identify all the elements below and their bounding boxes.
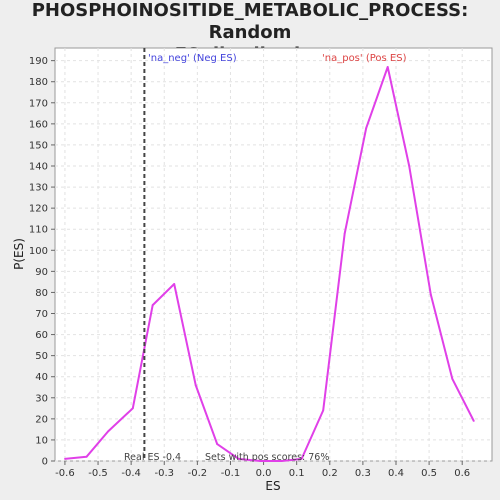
plot-area bbox=[54, 47, 493, 462]
x-tick-label: 0.4 bbox=[388, 468, 404, 479]
y-tick-label: 180 bbox=[29, 77, 48, 88]
data-point bbox=[64, 457, 66, 460]
grid-lines bbox=[55, 48, 492, 462]
y-tick-label: 190 bbox=[29, 56, 48, 67]
y-tick-label: 120 bbox=[29, 204, 48, 215]
y-tick-label: 50 bbox=[35, 351, 48, 362]
axes: 0 10 20 30 40 50 60 70 80 90 100 110 120 130 140 150 160… bbox=[29, 56, 470, 479]
data-point bbox=[386, 66, 389, 68]
data-point bbox=[451, 377, 454, 380]
x-tick-label: 0.6 bbox=[454, 468, 470, 479]
y-tick-label: 140 bbox=[29, 162, 48, 173]
y-tick-label: 90 bbox=[35, 267, 48, 278]
y-tick-label: 0 bbox=[42, 457, 48, 468]
y-tick-label: 70 bbox=[35, 309, 48, 320]
data-point bbox=[429, 293, 432, 296]
data-point bbox=[85, 455, 88, 458]
x-tick-label: -0.5 bbox=[88, 468, 108, 479]
es-distribution-series-line bbox=[64, 66, 475, 462]
data-point bbox=[173, 283, 176, 285]
y-axis-label: P(ES) bbox=[12, 238, 26, 270]
pos-es-label: 'na_pos' (Pos ES) bbox=[322, 53, 407, 64]
data-point bbox=[300, 457, 303, 460]
y-tick-label: 80 bbox=[35, 288, 48, 299]
data-point bbox=[194, 384, 197, 387]
data-point bbox=[237, 457, 240, 460]
neg-es-label: 'na_neg' (Neg ES) bbox=[148, 53, 237, 64]
pos-scores-label: Sets with pos scores: 76% bbox=[205, 452, 329, 463]
x-tick-label: -0.3 bbox=[154, 468, 174, 479]
y-tick-label: 60 bbox=[35, 330, 48, 341]
y-tick-label: 110 bbox=[29, 225, 48, 236]
y-tick-label: 100 bbox=[29, 246, 48, 257]
chart-title-line-1: PHOSPHOINOSITIDE_METABOLIC_PROCESS: Rand… bbox=[31, 0, 469, 43]
annotations: 'na_neg' (Neg ES) 'na_pos' (Pos ES) Real… bbox=[124, 53, 407, 463]
data-point bbox=[107, 430, 109, 433]
x-tick-label: 0.3 bbox=[355, 468, 371, 479]
data-point bbox=[259, 460, 262, 462]
y-tick-label: 150 bbox=[29, 140, 48, 151]
data-point bbox=[216, 443, 219, 446]
real-es-label: Real ES -0.4 bbox=[124, 452, 181, 463]
data-point bbox=[408, 165, 411, 167]
data-point bbox=[151, 304, 154, 306]
data-point bbox=[472, 420, 475, 422]
data-point bbox=[343, 232, 346, 235]
x-tick-label: -0.2 bbox=[188, 468, 208, 479]
data-point bbox=[365, 127, 368, 129]
series-layer bbox=[64, 66, 475, 462]
x-tick-label: 0.5 bbox=[421, 468, 437, 479]
data-point bbox=[131, 407, 134, 410]
y-tick-label: 40 bbox=[35, 372, 48, 383]
y-tick-label: 20 bbox=[35, 414, 48, 425]
y-tick-label: 160 bbox=[29, 119, 48, 130]
x-tick-label: 0.0 bbox=[256, 468, 272, 479]
x-tick-label: -0.6 bbox=[55, 468, 75, 479]
y-tick-label: 10 bbox=[35, 435, 48, 446]
x-axis-label: ES bbox=[265, 479, 280, 493]
x-tick-label: 0.1 bbox=[289, 468, 305, 479]
x-tick-label: 0.2 bbox=[322, 468, 338, 479]
data-point bbox=[322, 409, 325, 412]
x-tick-label: -0.1 bbox=[221, 468, 241, 479]
y-tick-label: 170 bbox=[29, 98, 48, 109]
x-tick-label: -0.4 bbox=[121, 468, 141, 479]
y-tick-label: 130 bbox=[29, 183, 48, 194]
y-tick-label: 30 bbox=[35, 393, 48, 404]
data-point bbox=[280, 460, 283, 462]
